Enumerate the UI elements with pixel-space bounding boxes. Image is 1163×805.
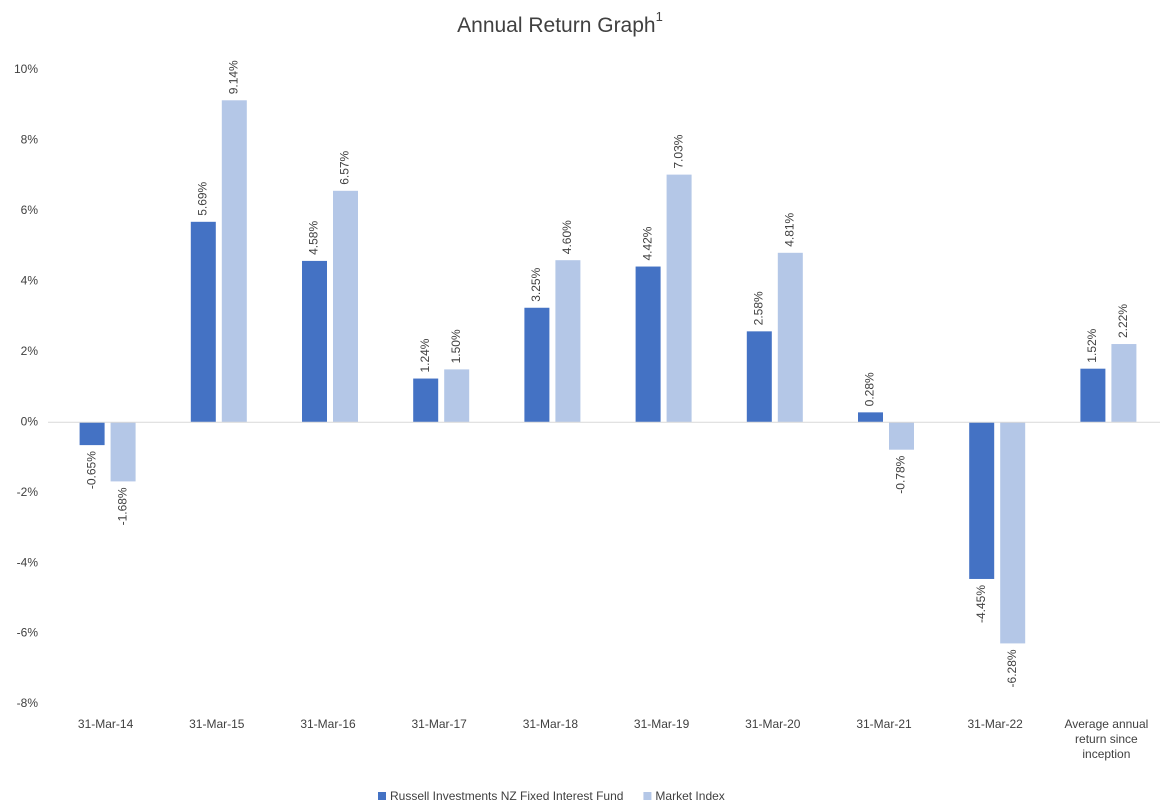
y-tick-label: 8% xyxy=(21,133,39,147)
data-label: 1.52% xyxy=(1085,328,1099,362)
x-tick-label: 31-Mar-19 xyxy=(633,717,690,731)
x-tick-label: Average annual return since inception xyxy=(1064,717,1149,761)
bar xyxy=(858,412,883,423)
legend-swatch xyxy=(378,792,386,800)
x-tick-label: 31-Mar-14 xyxy=(77,717,134,731)
data-label: 9.14% xyxy=(226,60,240,94)
y-tick-label: 6% xyxy=(21,203,39,217)
bar xyxy=(524,307,550,423)
bar xyxy=(1111,344,1137,423)
data-label: 1.24% xyxy=(418,338,432,372)
bar xyxy=(413,378,439,423)
data-label: 4.58% xyxy=(307,221,321,255)
x-tick-label: 31-Mar-16 xyxy=(300,717,356,731)
data-label: 7.03% xyxy=(671,134,685,168)
data-label: -0.78% xyxy=(894,455,908,493)
y-tick-label: -2% xyxy=(17,485,39,499)
x-tick-label: 31-Mar-18 xyxy=(522,717,579,731)
bar xyxy=(969,422,995,579)
data-label: 1.50% xyxy=(449,329,463,363)
bar xyxy=(79,422,105,446)
x-tick-label: 31-Mar-20 xyxy=(745,717,801,731)
bar xyxy=(746,331,772,423)
x-tick-label: 31-Mar-17 xyxy=(411,717,467,731)
legend-label: Market Index xyxy=(655,789,724,803)
bar xyxy=(635,266,661,423)
y-tick-label: 0% xyxy=(21,414,39,428)
y-tick-label: -4% xyxy=(17,555,39,569)
legend-swatch xyxy=(643,792,652,800)
data-label: 2.58% xyxy=(751,291,765,325)
bar xyxy=(1000,422,1026,644)
chart-title-superscript: 1 xyxy=(656,9,663,24)
y-tick-label: 4% xyxy=(21,274,39,288)
x-tick-label: 31-Mar-15 xyxy=(189,717,245,731)
data-label: 0.28% xyxy=(863,372,877,406)
bar xyxy=(1080,368,1106,423)
data-label: -4.45% xyxy=(974,585,988,623)
chart-title: Annual Return Graph1 xyxy=(457,9,663,36)
x-tick-label: 31-Mar-22 xyxy=(967,717,1023,731)
bar xyxy=(221,100,247,423)
bar xyxy=(333,190,358,423)
data-label: 4.81% xyxy=(782,212,796,246)
data-label: 2.22% xyxy=(1116,304,1130,338)
bar xyxy=(110,422,136,482)
y-tick-label: 2% xyxy=(21,344,39,358)
bar xyxy=(889,422,914,450)
data-label: 3.25% xyxy=(529,267,543,301)
data-label: -0.65% xyxy=(84,451,98,489)
data-label: 6.57% xyxy=(338,150,352,184)
x-tick-label: 31-Mar-21 xyxy=(856,717,912,731)
y-tick-label: -6% xyxy=(17,626,39,640)
bar xyxy=(444,369,470,423)
data-label: -6.28% xyxy=(1005,649,1019,687)
bar xyxy=(190,221,216,423)
chart-title-text: Annual Return Graph xyxy=(457,14,655,37)
bar xyxy=(777,252,803,423)
data-label: -1.68% xyxy=(115,487,129,525)
y-tick-label: 10% xyxy=(14,62,38,76)
y-tick-label: -8% xyxy=(17,696,39,710)
data-label: 4.42% xyxy=(640,226,654,260)
data-label: 5.69% xyxy=(195,181,209,215)
bar xyxy=(555,260,581,423)
bar xyxy=(302,260,327,423)
data-label: 4.60% xyxy=(560,220,574,254)
legend-label: Russell Investments NZ Fixed Interest Fu… xyxy=(390,789,623,803)
bar xyxy=(666,174,692,423)
